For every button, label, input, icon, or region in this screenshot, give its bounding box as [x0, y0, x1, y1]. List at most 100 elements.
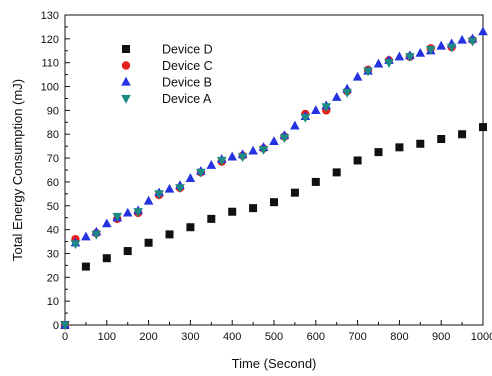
x-tick-label: 600 [307, 331, 325, 343]
data-point [206, 160, 217, 169]
y-tick-label: 40 [47, 225, 59, 237]
y-tick-label: 10 [47, 296, 59, 308]
data-point [237, 153, 248, 163]
x-tick-label: 200 [139, 331, 157, 343]
data-point [196, 168, 206, 178]
data-point [332, 168, 341, 177]
data-point [394, 51, 405, 61]
data-point [395, 143, 404, 152]
data-point [216, 156, 227, 166]
data-point [112, 212, 123, 222]
data-point [415, 47, 426, 57]
data-point [467, 37, 478, 47]
data-point [311, 177, 320, 186]
series-device-a [60, 37, 478, 331]
legend-label: Device B [162, 76, 212, 90]
legend-label: Device D [162, 43, 213, 57]
y-tick-label: 110 [41, 58, 59, 70]
y-tick-label: 80 [47, 129, 59, 141]
data-point [249, 204, 258, 213]
data-point [91, 230, 102, 240]
data-point [373, 58, 384, 68]
data-series [60, 26, 488, 331]
data-point [248, 145, 258, 155]
data-point [102, 254, 111, 263]
data-point [457, 34, 467, 44]
data-point [405, 53, 415, 62]
data-point [290, 188, 299, 197]
data-point [363, 67, 373, 77]
data-point [123, 247, 132, 256]
legend-marker [121, 94, 131, 104]
y-tick-label: 30 [47, 248, 59, 260]
y-tick-label: 20 [47, 272, 59, 284]
data-point [300, 113, 311, 123]
data-point [227, 151, 237, 161]
y-tick-label: 120 [41, 34, 59, 46]
data-point [154, 190, 164, 200]
legend-label: Device A [162, 92, 212, 106]
y-axis-title: Total Energy Consumption (mJ) [10, 79, 25, 261]
legend: Device D Device C Device B Device A [121, 43, 213, 106]
data-point [175, 184, 185, 194]
x-tick-label: 500 [265, 331, 283, 343]
data-point [321, 103, 332, 113]
data-point [279, 134, 290, 144]
series-device-b [60, 26, 488, 329]
x-tick-label: 100 [98, 331, 116, 343]
x-tick-label: 300 [181, 331, 199, 343]
x-tick-label: 0 [62, 331, 68, 343]
y-tick-label: 0 [53, 320, 59, 332]
data-point [81, 262, 90, 271]
legend-marker [122, 45, 130, 53]
plot-frame [64, 14, 484, 326]
data-point [446, 43, 457, 53]
legend-marker [121, 61, 131, 70]
y-tick-label: 130 [41, 10, 59, 22]
y-tick-label: 50 [47, 201, 59, 213]
data-point [207, 214, 216, 223]
legend-marker [121, 76, 131, 86]
data-point [270, 198, 278, 207]
data-point [416, 139, 425, 148]
data-point [436, 40, 446, 50]
data-point [269, 136, 279, 145]
data-point [331, 92, 342, 101]
data-point [384, 59, 394, 68]
data-point [164, 183, 175, 193]
series-device-d [61, 123, 487, 329]
data-point [290, 120, 300, 130]
data-point [478, 26, 488, 36]
y-tick-label: 60 [47, 177, 59, 189]
data-point [352, 71, 363, 81]
data-point [102, 218, 112, 228]
data-point [479, 123, 487, 132]
data-point [70, 240, 81, 250]
y-axis: 0 10 20 30 40 50 60 70 80 90 100 110 120 130 [41, 10, 70, 332]
data-point [437, 135, 446, 143]
x-tick-label: 700 [348, 331, 366, 343]
data-point [60, 321, 70, 331]
data-point [342, 88, 352, 98]
data-point [133, 208, 143, 217]
x-tick-label: 800 [390, 331, 408, 343]
legend-label: Device C [162, 59, 213, 73]
data-point [425, 45, 436, 55]
data-point [374, 148, 383, 157]
y-tick-label: 100 [41, 82, 59, 94]
data-point [311, 105, 321, 114]
data-point [185, 173, 196, 182]
data-point [143, 195, 154, 205]
series-device-c [60, 35, 477, 330]
data-point [165, 230, 174, 239]
data-point [81, 231, 91, 241]
data-point [144, 238, 153, 247]
x-tick-label: 900 [432, 331, 450, 343]
x-tick-label: 400 [223, 331, 241, 343]
data-point [122, 207, 133, 217]
data-point [353, 156, 362, 165]
data-point [458, 130, 467, 139]
data-point [186, 223, 195, 232]
